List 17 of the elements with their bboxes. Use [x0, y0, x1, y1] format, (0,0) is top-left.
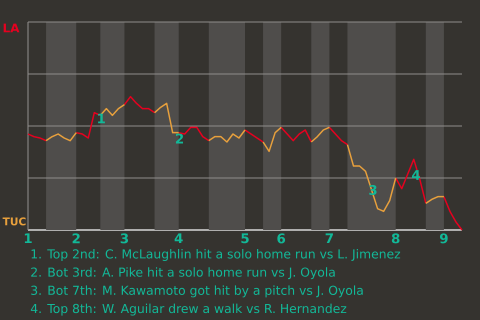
x-tick-label: 5: [241, 233, 249, 244]
x-tick-label: 7: [326, 233, 333, 244]
annotation: 2: [176, 134, 184, 144]
x-tick-label: 3: [120, 233, 128, 244]
text: 3. Bot 7th: M. Kawamoto got hit by a pitch vs J. Oyola: [31, 285, 363, 298]
x-tick-label: 8: [392, 233, 400, 244]
x-tick-label: 9: [440, 233, 448, 244]
text: TUC: [2, 217, 26, 226]
x-tick-label: 4: [174, 233, 183, 244]
x-tick-label: 2: [72, 233, 80, 244]
annotation: 1: [98, 114, 105, 124]
text: 2. Bot 3rd: A. Pike hit a solo home run vs J. Oyola: [31, 267, 335, 280]
text: 1. Top 2nd: C. McLaughlin hit a solo home run vs L. Jimenez: [32, 249, 400, 261]
text: 4. Top 8th: W. Aguilar drew a walk vs R. Hernandez: [30, 304, 346, 316]
x-tick-label: 1: [24, 233, 32, 244]
x-tick-label: 6: [277, 233, 286, 244]
text: LA: [4, 24, 20, 32]
